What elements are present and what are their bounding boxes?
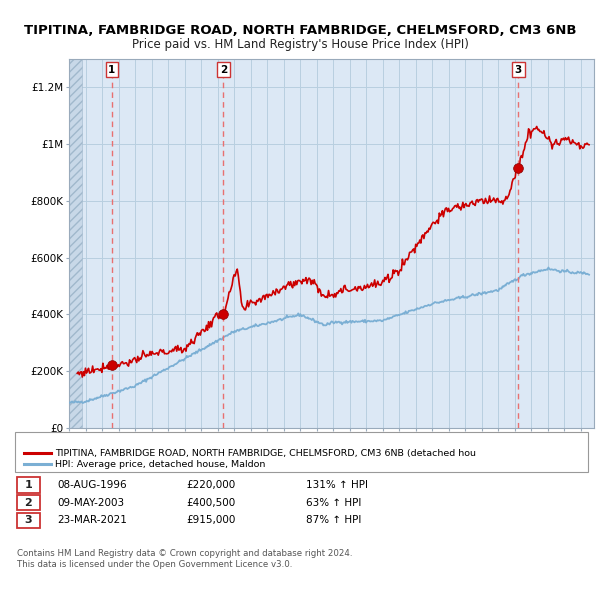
Text: TIPITINA, FAMBRIDGE ROAD, NORTH FAMBRIDGE, CHELMSFORD, CM3 6NB: TIPITINA, FAMBRIDGE ROAD, NORTH FAMBRIDG… xyxy=(24,24,576,37)
Text: 1: 1 xyxy=(108,64,116,74)
Text: 23-MAR-2021: 23-MAR-2021 xyxy=(57,516,127,525)
Text: 1: 1 xyxy=(25,480,32,490)
Text: £220,000: £220,000 xyxy=(186,480,235,490)
Text: 63% ↑ HPI: 63% ↑ HPI xyxy=(306,498,361,507)
Text: HPI: Average price, detached house, Maldon: HPI: Average price, detached house, Mald… xyxy=(55,460,266,469)
Text: 09-MAY-2003: 09-MAY-2003 xyxy=(57,498,124,507)
Text: 2: 2 xyxy=(25,498,32,507)
Text: Contains HM Land Registry data © Crown copyright and database right 2024.: Contains HM Land Registry data © Crown c… xyxy=(17,549,352,558)
Text: £400,500: £400,500 xyxy=(186,498,235,507)
Text: 87% ↑ HPI: 87% ↑ HPI xyxy=(306,516,361,525)
Text: This data is licensed under the Open Government Licence v3.0.: This data is licensed under the Open Gov… xyxy=(17,560,292,569)
Text: 131% ↑ HPI: 131% ↑ HPI xyxy=(306,480,368,490)
Text: TIPITINA, FAMBRIDGE ROAD, NORTH FAMBRIDGE, CHELMSFORD, CM3 6NB (detached hou: TIPITINA, FAMBRIDGE ROAD, NORTH FAMBRIDG… xyxy=(55,448,476,458)
Text: Price paid vs. HM Land Registry's House Price Index (HPI): Price paid vs. HM Land Registry's House … xyxy=(131,38,469,51)
Text: £915,000: £915,000 xyxy=(186,516,235,525)
Text: 2: 2 xyxy=(220,64,227,74)
Text: 3: 3 xyxy=(515,64,522,74)
Text: 08-AUG-1996: 08-AUG-1996 xyxy=(57,480,127,490)
Text: 3: 3 xyxy=(25,516,32,525)
Bar xyxy=(69,59,82,428)
